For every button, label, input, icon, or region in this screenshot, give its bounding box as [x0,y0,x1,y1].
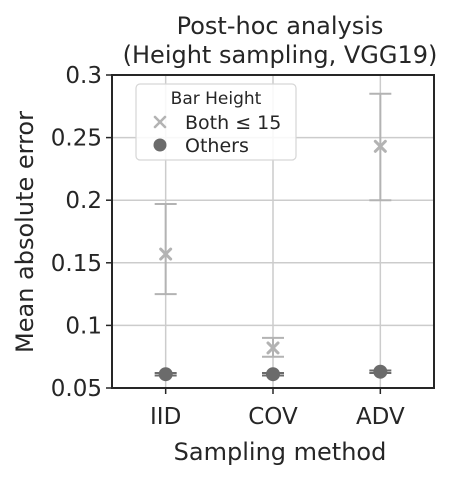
x-tick-labels: IID COV ADV [150,388,405,430]
x-tick-label: IID [150,404,181,430]
y-axis-label: Mean absolute error [11,111,39,353]
data-point-circle [158,367,173,382]
y-tick-label: 0.2 [65,188,102,214]
legend: Bar Height Both ≤ 15 Others [135,83,297,161]
x-tick-label: ADV [356,404,405,430]
y-tick-labels: 0.05 0.1 0.15 0.2 0.25 0.3 [51,63,112,402]
y-tick-label: 0.25 [51,126,102,152]
chart-title-line-2: (Height sampling, VGG19) [123,41,438,69]
data-series [154,92,392,382]
data-point-x [159,247,173,261]
legend-circle-marker-icon [153,138,167,152]
y-tick-label: 0.1 [65,313,102,339]
legend-title: Bar Height [171,89,262,109]
series-both-le-15 [154,92,392,358]
data-point-x [373,139,387,153]
data-point-x-stroke [373,139,387,153]
y-tick-label: 0.05 [51,376,102,402]
series-others [154,364,392,382]
data-point-x [266,341,280,355]
x-tick-label: COV [248,404,298,430]
y-tick-label: 0.3 [65,63,102,89]
y-tick-label: 0.15 [51,251,102,277]
data-point-circle [266,367,280,382]
data-point-circle [373,364,388,379]
data-point-x-stroke [266,341,280,355]
legend-entry-others: Others [185,135,249,157]
chart-title-line-1: Post-hoc analysis [177,12,384,40]
data-point-x-stroke [159,247,173,261]
legend-entry-both: Both ≤ 15 [185,112,281,134]
x-axis-label: Sampling method [174,438,387,466]
legend-box [135,83,297,161]
legend-x-marker-icon [153,115,167,129]
